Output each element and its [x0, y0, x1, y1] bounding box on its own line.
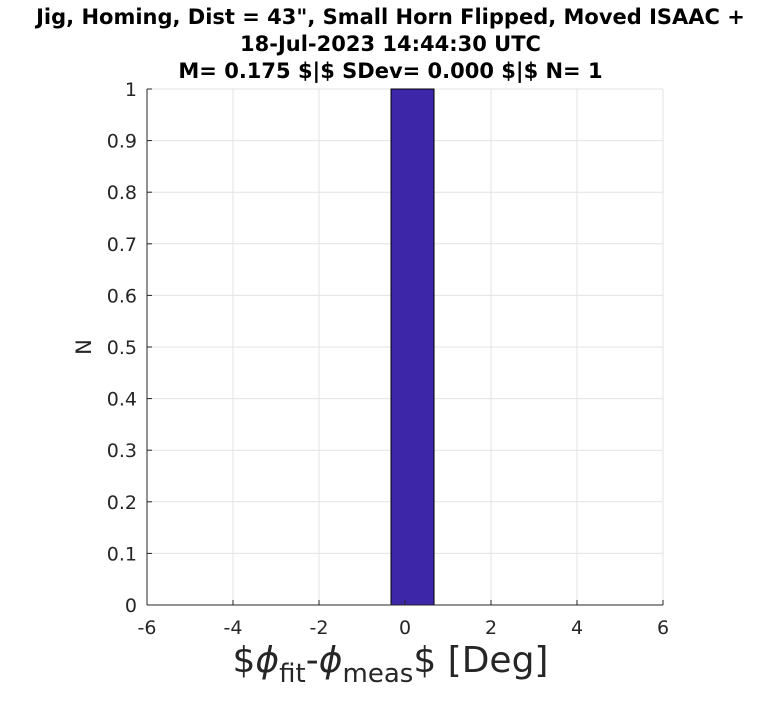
histogram-bar: [390, 88, 435, 606]
y-tick-label: 0.4: [107, 389, 137, 411]
x-axis-label-sub-fit: fit: [279, 659, 306, 689]
y-tick-label: 0.3: [107, 440, 137, 462]
y-tick-label: 0.1: [107, 543, 137, 565]
y-tick-label: 0: [125, 595, 137, 617]
x-axis-label-sub-meas: meas: [342, 659, 414, 689]
x-tick-label: 2: [485, 617, 497, 639]
y-tick-label: 0.6: [107, 285, 137, 307]
chart-title-line-1: Jig, Homing, Dist = 43", Small Horn Flip…: [36, 5, 745, 29]
x-axis-label-dash: -: [305, 640, 319, 681]
x-tick-label: 4: [571, 617, 583, 639]
y-tick-label: 0.5: [107, 337, 137, 359]
x-tick-label: 6: [657, 617, 669, 639]
y-tick-label: 1: [125, 79, 137, 101]
chart-title-line-2: 18-Jul-2023 14:44:30 UTC: [240, 32, 541, 56]
x-axis-label: $ϕfit-ϕmeas$ [Deg]: [0, 640, 781, 689]
x-tick-label: -4: [224, 617, 243, 639]
x-tick-label: -6: [138, 617, 157, 639]
y-tick-label: 0.8: [107, 182, 137, 204]
x-tick-label: -2: [310, 617, 329, 639]
x-axis-label-phi-meas: ϕ: [318, 640, 343, 681]
x-axis-label-post: $ [Deg]: [413, 640, 549, 681]
y-tick-label: 0.2: [107, 492, 137, 514]
y-tick-label: 0.7: [107, 234, 137, 256]
x-tick-label: 0: [399, 617, 411, 639]
chart-title-line-3: M= 0.175 $|$ SDev= 0.000 $|$ N= 1: [178, 59, 603, 83]
y-tick-label: 0.9: [107, 131, 137, 153]
x-axis-label-phi-fit: ϕ: [255, 640, 280, 681]
y-axis-label: N: [72, 339, 96, 355]
x-axis-label-pre: $: [232, 640, 256, 681]
